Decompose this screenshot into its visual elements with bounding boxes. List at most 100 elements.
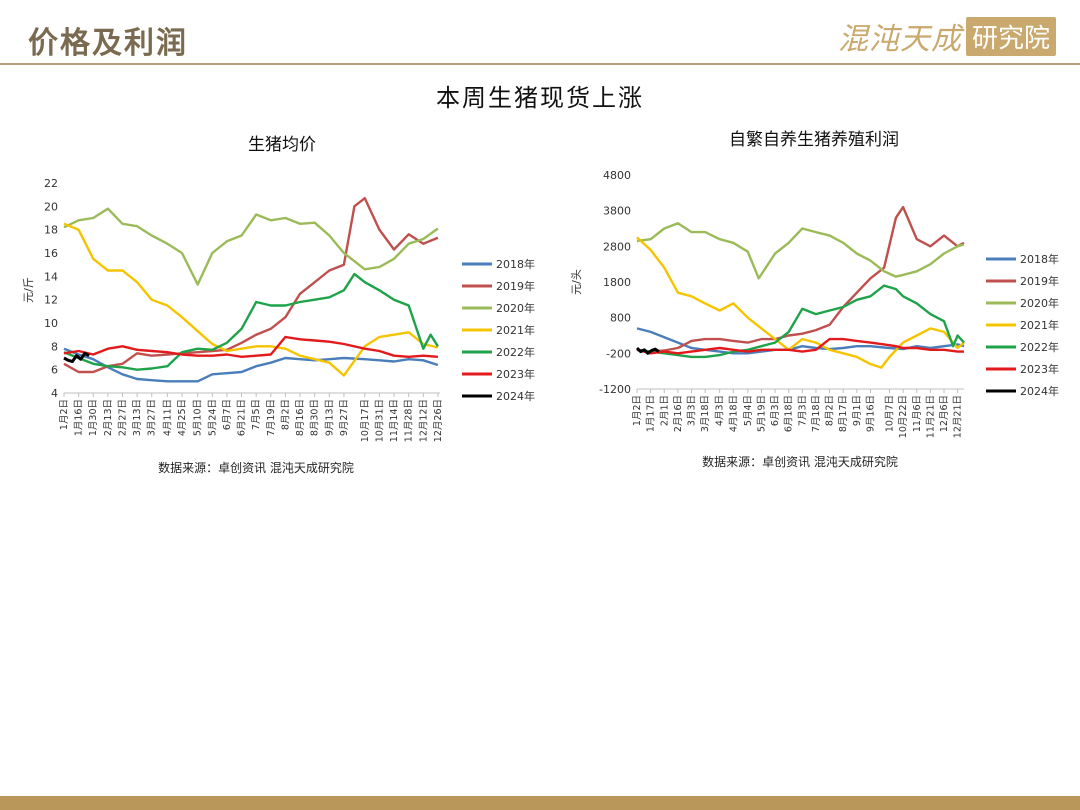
- y-tick-label: 6: [51, 364, 58, 377]
- x-tick-label: 3月13日: [132, 399, 143, 436]
- legend-label: 2018年: [496, 257, 535, 271]
- x-tick-label: 10月17日: [360, 399, 371, 442]
- series-line-2022年: [63, 272, 439, 371]
- x-tick-label: 12月6日: [939, 395, 950, 432]
- legend-label: 2020年: [1020, 296, 1059, 310]
- x-tick-label: 7月18日: [811, 395, 822, 432]
- brand-logo: 混沌天成 研究院: [838, 14, 1056, 58]
- series-line-2022年: [636, 284, 965, 359]
- x-tick-label: 8月30日: [310, 399, 321, 436]
- x-tick-label: 2月27日: [117, 399, 128, 436]
- y-tick-label: 2800: [603, 240, 631, 253]
- x-tick-label: 6月7日: [222, 399, 233, 430]
- series-line-2018年: [63, 347, 439, 383]
- chart-title: 自繁自养生猪养殖利润: [729, 130, 899, 150]
- legend-label: 2020年: [496, 301, 535, 315]
- legend-label: 2019年: [1020, 274, 1059, 288]
- x-tick-label: 8月17日: [838, 395, 849, 432]
- y-tick-label: 10: [44, 317, 58, 330]
- y-tick-label: 3800: [603, 205, 631, 218]
- y-tick-label: 20: [44, 200, 58, 213]
- y-tick-label: 12: [44, 294, 58, 307]
- x-tick-label: 11月14日: [389, 399, 400, 442]
- y-tick-label: 22: [44, 177, 58, 190]
- x-tick-label: 6月18日: [784, 395, 795, 432]
- legend-label: 2021年: [1020, 318, 1059, 332]
- series-line-2019年: [636, 205, 965, 353]
- x-tick-label: 10月7日: [885, 395, 896, 432]
- x-tick-label: 8月2日: [825, 395, 836, 426]
- legend-label: 2022年: [496, 345, 535, 359]
- y-tick-label: 800: [610, 312, 631, 325]
- series-line-2019年: [63, 197, 439, 374]
- x-tick-label: 9月1日: [852, 395, 863, 426]
- x-tick-label: 7月19日: [266, 399, 277, 436]
- x-tick-label: 9月13日: [324, 399, 335, 436]
- chart-title: 生猪均价: [248, 135, 316, 155]
- legend-label: 2023年: [496, 367, 535, 381]
- y-tick-label: -1200: [599, 383, 631, 396]
- x-tick-label: 5月4日: [743, 395, 754, 426]
- x-tick-label: 11月28日: [404, 399, 415, 442]
- legend-label: 2024年: [496, 389, 535, 403]
- x-tick-label: 1月17日: [646, 395, 657, 432]
- x-tick-label: 2月1日: [659, 395, 670, 426]
- x-tick-label: 3月27日: [147, 399, 158, 436]
- series-line-2020年: [636, 222, 965, 280]
- y-tick-label: 14: [44, 270, 58, 283]
- series-line-2020年: [63, 207, 439, 286]
- section-title: 价格及利润: [28, 26, 188, 61]
- x-tick-label: 4月11日: [162, 399, 173, 436]
- x-tick-label: 9月16日: [865, 395, 876, 432]
- y-axis-label: 元/斤: [22, 277, 35, 303]
- x-tick-label: 1月30日: [88, 399, 99, 436]
- x-tick-label: 4月25日: [177, 399, 188, 436]
- x-tick-label: 7月5日: [251, 399, 262, 430]
- series-line-2018年: [636, 327, 965, 355]
- x-tick-label: 10月31日: [374, 399, 385, 442]
- x-tick-label: 8月16日: [295, 399, 306, 436]
- logo-box-text: 研究院: [965, 16, 1056, 56]
- series-line-2021年: [63, 222, 439, 377]
- legend-label: 2018年: [1020, 252, 1059, 266]
- x-tick-label: 12月12日: [418, 399, 429, 442]
- x-tick-label: 3月18日: [700, 395, 711, 432]
- source-note: 数据来源：卓创资讯 混沌天成研究院: [702, 454, 898, 469]
- logo-main-text: 混沌天成: [837, 22, 962, 57]
- y-axis-label: 元/头: [570, 269, 583, 295]
- y-tick-label: 16: [44, 247, 58, 260]
- x-tick-label: 8月2日: [280, 399, 291, 430]
- y-tick-label: 4: [51, 387, 58, 400]
- x-tick-label: 6月3日: [770, 395, 781, 426]
- legend-label: 2023年: [1020, 362, 1059, 376]
- footer-bar: [0, 796, 1080, 810]
- series-line-2021年: [636, 236, 965, 369]
- x-tick-label: 2月13日: [103, 399, 114, 436]
- x-tick-label: 6月21日: [237, 399, 248, 436]
- y-tick-label: 18: [44, 224, 58, 237]
- x-tick-label: 4月18日: [728, 395, 739, 432]
- x-tick-label: 2月16日: [673, 395, 684, 432]
- legend-label: 2021年: [496, 323, 535, 337]
- y-tick-label: -200: [606, 347, 631, 360]
- legend-label: 2024年: [1020, 384, 1059, 398]
- x-tick-label: 11月21日: [925, 395, 936, 438]
- x-tick-label: 3月3日: [687, 395, 698, 426]
- y-tick-label: 4800: [603, 169, 631, 182]
- x-tick-label: 5月19日: [756, 395, 767, 432]
- x-tick-label: 4月3日: [715, 395, 726, 426]
- x-tick-label: 11月6日: [912, 395, 923, 432]
- x-tick-label: 10月22日: [898, 395, 909, 438]
- y-tick-label: 8: [51, 340, 58, 353]
- y-tick-label: 1800: [603, 276, 631, 289]
- x-tick-label: 7月3日: [797, 395, 808, 426]
- x-tick-label: 5月24日: [207, 399, 218, 436]
- x-tick-label: 12月21日: [953, 395, 964, 438]
- x-tick-label: 5月10日: [193, 399, 204, 436]
- legend-label: 2022年: [1020, 340, 1059, 354]
- series-line-2024年: [635, 346, 660, 355]
- x-tick-label: 1月2日: [59, 399, 70, 430]
- x-tick-label: 1月2日: [632, 395, 643, 426]
